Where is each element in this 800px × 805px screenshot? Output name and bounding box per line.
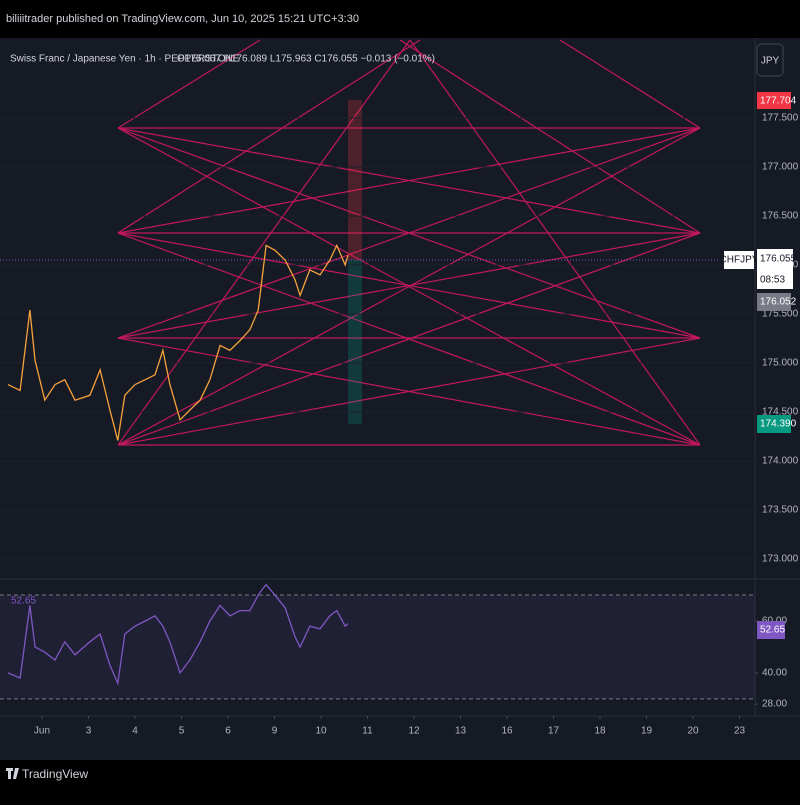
x-tick-label: 10 — [315, 726, 327, 737]
y-tick-label: 175.500 — [762, 309, 799, 320]
ohlc-legend: O176.067 H176.089 L175.963 C176.055 −0.0… — [177, 54, 435, 65]
y-tick-label: 177.000 — [762, 162, 799, 173]
x-tick-label: 23 — [734, 726, 746, 737]
position-risk-zone — [348, 100, 362, 260]
last-price: 176.055 — [760, 254, 797, 265]
pattern-line — [399, 39, 701, 234]
x-tick-label: 20 — [687, 726, 699, 737]
pattern-line — [117, 127, 701, 339]
pattern-line — [117, 127, 701, 446]
rsi-last-value: 52.65 — [760, 625, 785, 636]
pattern-line — [117, 337, 701, 446]
symbol-badge — [724, 251, 754, 269]
pattern-line — [117, 39, 421, 234]
x-tick-label: 6 — [225, 726, 231, 737]
x-tick-label: 16 — [501, 726, 513, 737]
pattern-drawing — [117, 39, 701, 446]
rsi-badge — [757, 621, 785, 639]
pattern-line — [117, 39, 261, 129]
position-reward-zone — [348, 260, 362, 424]
x-tick-label: 17 — [548, 726, 560, 737]
last-price-badge — [757, 249, 793, 289]
pattern-line — [117, 232, 701, 339]
rsi-band — [0, 595, 755, 699]
pattern-line — [117, 232, 701, 446]
x-tick-label: 19 — [641, 726, 653, 737]
x-tick-label: 4 — [132, 726, 138, 737]
brand-name: TradingView — [22, 767, 88, 781]
price-line — [7, 243, 349, 441]
pattern-line — [117, 127, 701, 234]
currency-label[interactable]: JPY — [761, 56, 780, 67]
y-tick-label: 28.00 — [762, 699, 787, 710]
y-tick-label: 177.500 — [762, 113, 799, 124]
x-tick-label: 13 — [455, 726, 467, 737]
stop-badge — [757, 415, 791, 433]
currency-button[interactable] — [756, 43, 784, 77]
y-tick-label: 174.000 — [762, 456, 799, 467]
symbol-name: CHFJPY — [720, 255, 759, 266]
pattern-line — [409, 39, 701, 446]
x-tick-label: 5 — [179, 726, 185, 737]
y-tick-label: 176.500 — [762, 211, 799, 222]
rsi-legend-value: 52.65 — [11, 596, 36, 607]
target-badge — [757, 92, 791, 109]
publish-info: biliiitrader published on TradingView.co… — [6, 13, 359, 25]
y-tick-label: 174.500 — [762, 407, 799, 418]
bid-price: 176.052 — [760, 297, 797, 308]
x-tick-label: 9 — [272, 726, 278, 737]
x-tick-label: 11 — [362, 726, 373, 737]
pattern-line — [117, 39, 411, 446]
x-tick-label: 12 — [408, 726, 420, 737]
rsi-line — [7, 583, 349, 686]
y-tick-label: 40.00 — [762, 668, 787, 679]
bid-badge — [757, 293, 791, 311]
pattern-line — [559, 39, 701, 129]
y-tick-label: 175.000 — [762, 358, 799, 369]
bar-countdown: 08:53 — [760, 275, 785, 286]
y-tick-label: 173.000 — [762, 554, 799, 565]
stop-price: 174.390 — [760, 419, 797, 430]
x-tick-label: 18 — [594, 726, 606, 737]
y-tick-label: 173.500 — [762, 505, 799, 516]
x-tick-label: 3 — [86, 726, 92, 737]
brand-logo — [6, 768, 19, 779]
symbol-legend: Swiss Franc / Japanese Yen · 1h · PEPPER… — [10, 54, 240, 65]
x-tick-label: Jun — [34, 726, 50, 737]
target-price: 177.704 — [760, 96, 797, 107]
